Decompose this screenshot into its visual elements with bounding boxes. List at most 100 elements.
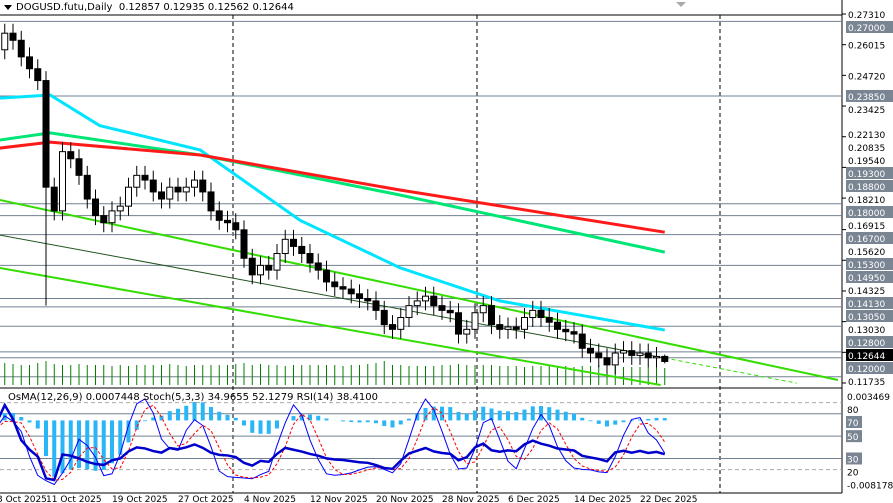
candle <box>26 47 33 79</box>
candle <box>438 296 446 320</box>
candle <box>644 343 652 368</box>
candle-body <box>125 186 132 207</box>
price-level-label-bg <box>846 206 893 218</box>
candle <box>595 343 603 368</box>
candle-body <box>224 219 231 224</box>
rsi-line <box>0 402 666 482</box>
stoch-main-line <box>0 398 666 486</box>
price-level-label-bg <box>846 297 893 309</box>
candle-body <box>512 326 520 330</box>
candle-body <box>75 158 83 176</box>
candle-body <box>446 309 454 314</box>
candle <box>471 303 479 339</box>
candle <box>9 23 17 50</box>
candle-body <box>42 80 50 188</box>
candle-body <box>273 253 281 271</box>
candle-body <box>413 300 421 307</box>
candle-body <box>587 347 594 354</box>
candle <box>587 338 594 363</box>
candle-body <box>603 357 611 366</box>
candle <box>182 177 190 202</box>
candle-body <box>611 352 619 366</box>
candle-body <box>257 264 264 276</box>
candle-body <box>653 355 660 359</box>
candle-body <box>133 174 141 188</box>
candle-body <box>331 281 339 288</box>
symbol-label: DOGUSD.futu,Daily <box>16 2 113 13</box>
candle-body <box>595 352 603 359</box>
price-level-label: 0.14130 <box>848 300 885 310</box>
candle-body <box>554 321 561 330</box>
candle-body <box>537 309 545 318</box>
channel-line <box>664 357 797 384</box>
current-price-label: 0.12644 <box>848 352 885 362</box>
candle <box>545 308 553 332</box>
candle-body <box>397 316 405 330</box>
candle <box>83 165 91 209</box>
candle <box>628 341 636 365</box>
candle <box>413 291 421 316</box>
candle <box>479 296 487 323</box>
chart-header: DOGUSD.futu,Daily 0.12857 0.12935 0.1256… <box>4 2 294 13</box>
candle-body <box>438 305 446 311</box>
rsi-level-label-bg <box>846 430 862 443</box>
candle-body <box>479 305 487 314</box>
candle <box>116 196 124 221</box>
high-value: 0.12935 <box>163 2 205 13</box>
x-tick-label: 22 Dec 2025 <box>640 495 698 503</box>
price-level-label-bg <box>846 167 893 179</box>
candle-body <box>496 324 504 330</box>
candle-body <box>265 264 273 271</box>
channel-line <box>0 266 661 386</box>
y-tick-label: 0.11735 <box>848 378 885 388</box>
candle-body <box>34 68 42 82</box>
candle <box>455 303 462 344</box>
candle <box>422 286 429 311</box>
candle <box>314 253 322 280</box>
stoch-level-label: 80 <box>847 406 859 416</box>
moving-average-line <box>0 93 666 332</box>
candle <box>380 300 388 335</box>
price-level-label-bg <box>846 336 893 348</box>
candle-body <box>59 151 66 212</box>
x-tick-label: 6 Dec 2025 <box>508 495 560 503</box>
price-level-label: 0.12800 <box>848 339 885 349</box>
x-tick-label: 3 Oct 2025 <box>0 495 47 503</box>
candle <box>174 177 182 202</box>
candle-body <box>364 298 372 302</box>
price-level-label: 0.14950 <box>848 274 885 284</box>
candle-body <box>9 32 17 41</box>
price-level-label-bg <box>846 258 893 270</box>
candle <box>397 308 405 339</box>
candle-body <box>455 312 462 335</box>
candle-body <box>207 191 215 212</box>
candle <box>125 177 132 216</box>
candle <box>331 272 339 297</box>
candle-body <box>463 328 471 335</box>
candle <box>347 279 355 304</box>
candle <box>372 291 380 320</box>
price-level-label: 0.19300 <box>848 170 885 180</box>
candle-body <box>174 186 182 193</box>
candle <box>405 296 413 327</box>
candle <box>496 315 504 339</box>
candle <box>166 177 174 209</box>
osma-max-label: 0.003469 <box>847 393 890 403</box>
price-level-label-bg <box>846 362 893 374</box>
candle <box>570 322 578 344</box>
candle-body <box>471 312 479 330</box>
dropdown-triangle-icon[interactable] <box>4 4 12 10</box>
candle <box>158 182 165 209</box>
candle-body <box>314 262 322 271</box>
candle-body <box>405 305 413 318</box>
y-tick-label: 0.26015 <box>848 42 885 52</box>
candle <box>430 286 438 316</box>
y-tick-label: 0.13030 <box>848 326 885 336</box>
candle <box>578 324 586 358</box>
candle-body <box>108 210 116 224</box>
candle-body <box>215 210 223 221</box>
candle <box>446 300 454 323</box>
candle-body <box>488 305 495 326</box>
candle <box>281 229 289 264</box>
